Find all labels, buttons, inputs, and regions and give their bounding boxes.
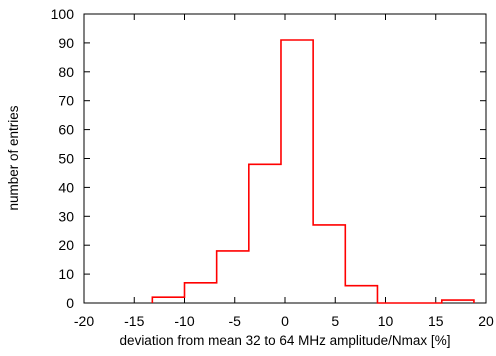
x-tick-label: 10 xyxy=(378,313,394,329)
x-tick-label: 15 xyxy=(428,313,444,329)
x-axis-tick-labels: -20 -15 -10 -5 0 5 10 15 20 xyxy=(74,313,494,329)
x-tick-label: 0 xyxy=(281,313,289,329)
y-tick-label: 0 xyxy=(66,295,74,311)
axis-ticks xyxy=(84,14,486,303)
y-tick-label: 20 xyxy=(58,237,74,253)
y-tick-label: 90 xyxy=(58,35,74,51)
x-tick-label: -10 xyxy=(174,313,194,329)
y-axis-title: number of entries xyxy=(6,105,21,210)
y-tick-label: 30 xyxy=(58,208,74,224)
y-tick-label: 40 xyxy=(58,179,74,195)
x-tick-label: -20 xyxy=(74,313,94,329)
plot-area xyxy=(83,13,487,304)
y-tick-label: 50 xyxy=(58,151,74,167)
y-tick-label: 70 xyxy=(58,93,74,109)
x-tick-label: 20 xyxy=(478,313,494,329)
x-axis-title: deviation from mean 32 to 64 MHz amplitu… xyxy=(120,333,451,348)
y-tick-label: 10 xyxy=(58,266,74,282)
y-tick-label: 100 xyxy=(51,6,75,22)
y-tick-label: 60 xyxy=(58,122,74,138)
x-tick-label: 5 xyxy=(331,313,339,329)
x-tick-label: -5 xyxy=(229,313,242,329)
histogram-series-line xyxy=(151,39,475,304)
x-tick-label: -15 xyxy=(124,313,144,329)
y-tick-label: 80 xyxy=(58,64,74,80)
y-axis-tick-labels: 0 10 20 30 40 50 60 70 80 90 100 xyxy=(51,6,75,311)
plot-frame xyxy=(83,13,487,304)
